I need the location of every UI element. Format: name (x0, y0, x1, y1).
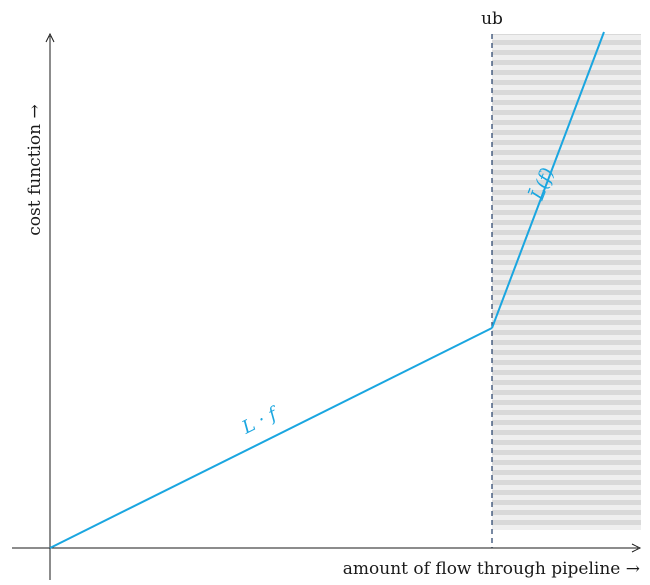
y-axis-arrowhead (45, 32, 55, 43)
segment-low-label: L · f (238, 402, 283, 439)
infeasible-region (492, 34, 641, 530)
curve-segment-high (491, 31, 605, 329)
x-axis-arrowhead (631, 543, 642, 553)
y-axis-label: cost function → (25, 104, 45, 236)
upper-bound-label: ub (481, 9, 503, 29)
x-axis-label: amount of flow through pipeline → (343, 559, 640, 579)
curve-segment-low (49, 327, 493, 549)
